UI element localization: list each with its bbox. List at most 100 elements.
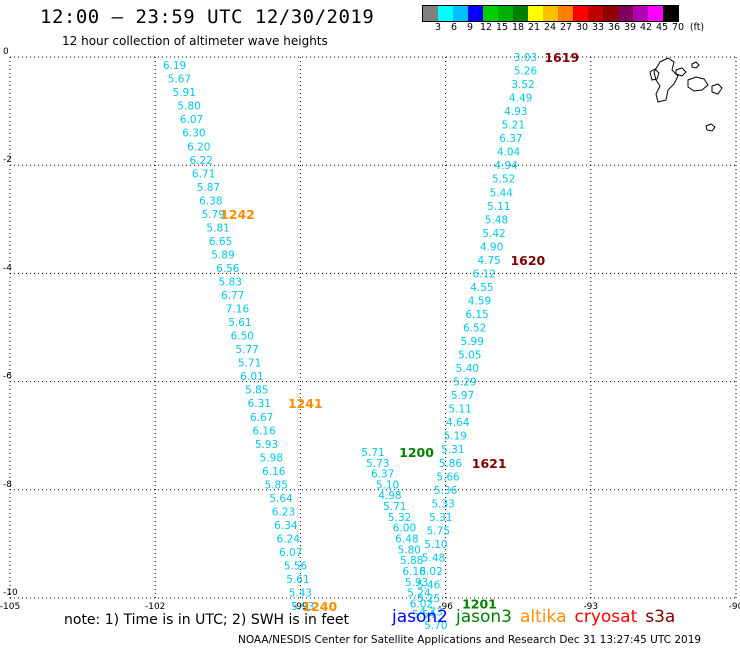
wave-height-value: 5.29 (453, 377, 476, 389)
scale-label: 33 (591, 22, 605, 33)
galapagos-coastline (649, 57, 723, 132)
wave-height-value: 5.88 (400, 555, 423, 567)
scale-swatch (483, 6, 498, 21)
scale-label: 15 (495, 22, 509, 33)
wave-height-value: 6.16 (252, 425, 276, 437)
wave-height-value: 4.49 (509, 93, 532, 105)
wave-height-value: 5.36 (434, 485, 458, 497)
legend-cryosat: cryosat (574, 607, 638, 627)
y-tick-label: -8 (3, 480, 12, 490)
footer-note: note: 1) Time is in UTC; 2) SWH is in fe… (64, 612, 350, 628)
wave-height-value: 6.48 (395, 533, 418, 545)
wave-height-value: 5.31 (429, 512, 452, 524)
scale-swatch (438, 6, 453, 21)
wave-height-value: 4.64 (446, 417, 470, 429)
wave-height-value: 6.52 (463, 323, 486, 335)
wave-height-value: 6.02 (419, 566, 442, 578)
scale-label: 6 (450, 22, 458, 33)
wave-height-value: 5.97 (451, 390, 474, 402)
scale-swatch (633, 6, 648, 21)
scale-label: 45 (655, 22, 669, 33)
wave-height-value: 6.24 (277, 533, 301, 545)
pass-time-label: 1242 (220, 207, 255, 222)
scale-swatch (603, 6, 618, 21)
wave-height-value: 6.18 (402, 566, 425, 578)
wave-height-value: 5.46 (417, 579, 441, 591)
scale-swatch (573, 6, 588, 21)
wave-height-value: 3.03 (514, 52, 537, 64)
wave-height-value: 5.99 (461, 336, 484, 348)
wave-height-value: 6.15 (465, 309, 488, 321)
y-tick-label: -6 (3, 372, 12, 382)
wave-height-value: 6.23 (272, 506, 295, 518)
x-tick-label: -105 (0, 602, 20, 612)
wave-height-value: 5.19 (444, 431, 467, 443)
scale-label: (ft) (689, 22, 705, 33)
scale-label: 27 (559, 22, 573, 33)
wave-height-value: 5.71 (361, 447, 384, 459)
wave-height-value: 6.20 (187, 141, 210, 153)
wave-height-value: 6.71 (192, 168, 215, 180)
wave-height-value: 5.11 (448, 404, 471, 416)
wave-height-value: 6.65 (209, 236, 232, 248)
x-tick-label: -90 (729, 602, 740, 612)
wave-height-value: 6.37 (371, 469, 394, 481)
wave-height-value: 6.02 (410, 598, 433, 610)
scale-swatch (588, 6, 603, 21)
map-subtitle: 12 hour collection of altimeter wave hei… (62, 34, 328, 48)
wave-height-values: 6.195.675.915.806.076.306.206.226.715.87… (163, 52, 538, 632)
wave-height-value: 4.04 (497, 147, 521, 159)
wave-height-value: 4.75 (477, 255, 500, 267)
wave-height-value: 6.50 (231, 331, 254, 343)
satellite-legend: jason2 jason3 altika cryosat s3a (392, 607, 683, 627)
pass-time-label: 1621 (472, 456, 507, 471)
wave-height-value: 4.94 (494, 160, 518, 172)
pass-time-label: 1620 (510, 253, 545, 268)
wave-height-value: 5.77 (235, 344, 258, 356)
wave-height-value: 5.56 (284, 561, 308, 573)
wave-height-value: 5.89 (211, 249, 234, 261)
scale-label: 39 (623, 22, 637, 33)
scale-swatch (528, 6, 543, 21)
wave-height-value: 6.12 (473, 268, 496, 280)
scale-label: 3 (434, 22, 442, 33)
wave-height-value: 5.43 (289, 588, 312, 600)
island-santa-cruz (687, 76, 709, 92)
wave-height-value: 5.64 (269, 493, 293, 505)
wave-height-value: 5.31 (441, 444, 464, 456)
legend-s3a: s3a (645, 607, 676, 627)
wave-height-value: 5.52 (492, 174, 515, 186)
x-tick-label: -93 (583, 602, 598, 612)
scale-label: 30 (575, 22, 589, 33)
island-north (691, 61, 700, 69)
legend-jason3: jason3 (456, 607, 512, 627)
wave-height-value: 5.61 (286, 574, 309, 586)
island-floreana (705, 123, 716, 132)
color-scale-labels: 3 6 9 12 15 18 21 24 27 30 33 36 39 42 45 70 (ft) (422, 22, 708, 33)
wave-height-value: 6.16 (262, 466, 286, 478)
scale-label: 70 (671, 22, 685, 33)
wave-height-value: 5.79 (202, 209, 225, 221)
credit-line: NOAA/NESDIS Center for Satellite Applica… (238, 634, 702, 646)
scale-swatch (543, 6, 558, 21)
wave-height-value: 5.66 (436, 471, 460, 483)
legend-jason2: jason2 (392, 607, 448, 627)
wave-height-value: 5.10 (376, 479, 399, 491)
scale-swatch (498, 6, 513, 21)
wave-height-value: 5.25 (417, 593, 440, 605)
wave-height-value: 6.19 (163, 60, 186, 72)
wave-height-value: 5.81 (206, 222, 229, 234)
y-tick-label: -4 (3, 263, 12, 273)
y-tick-label: -2 (3, 155, 12, 165)
scale-swatch (513, 6, 528, 21)
scale-swatch (618, 6, 633, 21)
wave-height-value: 5.40 (456, 363, 479, 375)
pass-time-label: 1200 (399, 445, 434, 460)
scale-swatch (663, 6, 678, 21)
wave-height-value: 5.85 (265, 479, 288, 491)
y-tick-label: 0 (3, 47, 9, 57)
wave-height-value: 5.71 (238, 358, 261, 370)
wave-height-value: 4.73 (419, 607, 442, 619)
legend-altika: altika (520, 607, 567, 627)
wave-height-value: 6.01 (240, 371, 263, 383)
